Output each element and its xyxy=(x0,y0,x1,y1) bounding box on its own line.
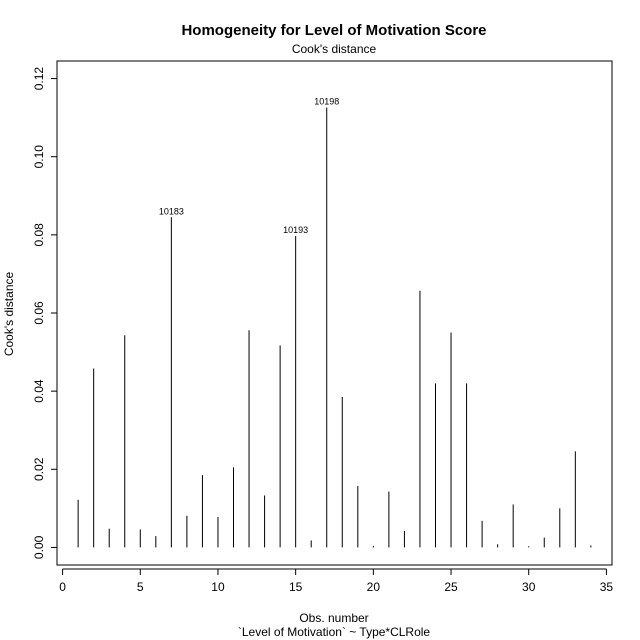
x-tick-label: 30 xyxy=(522,580,536,594)
x-axis-label: Obs. number xyxy=(299,611,368,625)
x-axis: 0 5 10 15 20 25 30 35 xyxy=(59,568,614,594)
y-axis-label: Cook's distance xyxy=(2,272,16,357)
chart-subtitle: Cook's distance xyxy=(292,42,377,56)
y-axis: 0.00 0.02 0.04 0.06 0.08 0.10 0.12 xyxy=(32,67,58,559)
x-tick-label: 20 xyxy=(367,580,381,594)
x-axis-formula: `Level of Motivation` ~ Type*CLRole xyxy=(238,625,431,639)
y-tick-label: 0.02 xyxy=(32,457,46,481)
outlier-label: 10198 xyxy=(314,96,339,106)
annotations: 10183 10193 10198 xyxy=(159,96,339,235)
x-tick-label: 0 xyxy=(59,580,66,594)
y-tick-label: 0.04 xyxy=(32,379,46,403)
x-tick-label: 5 xyxy=(137,580,144,594)
x-tick-label: 35 xyxy=(600,580,614,594)
y-tick-label: 0.12 xyxy=(32,67,46,91)
y-tick-label: 0.10 xyxy=(32,145,46,169)
y-tick-label: 0.00 xyxy=(32,535,46,559)
x-tick-label: 15 xyxy=(289,580,303,594)
chart-title: Homogeneity for Level of Motivation Scor… xyxy=(181,22,486,39)
y-tick-label: 0.06 xyxy=(32,301,46,325)
y-tick-label: 0.08 xyxy=(32,223,46,247)
outlier-label: 10193 xyxy=(283,225,308,235)
plot-frame xyxy=(56,60,613,566)
x-tick-label: 25 xyxy=(444,580,458,594)
outlier-label: 10183 xyxy=(159,206,184,216)
bars xyxy=(77,107,592,548)
x-tick-label: 10 xyxy=(211,580,225,594)
